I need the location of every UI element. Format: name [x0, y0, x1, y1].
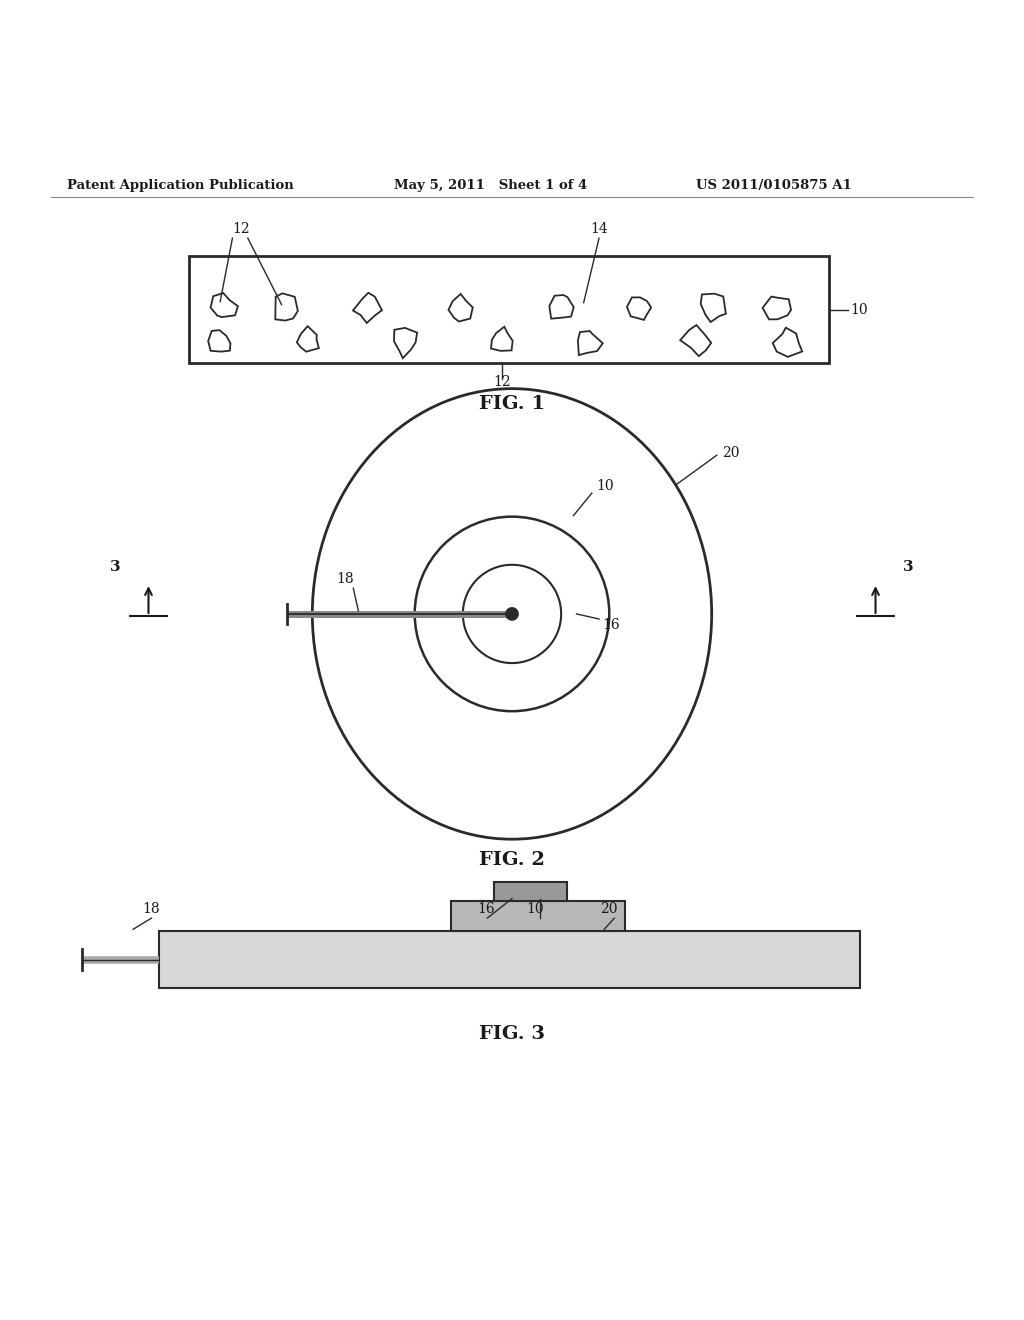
Polygon shape [449, 294, 473, 322]
Bar [494, 882, 567, 900]
Text: 12: 12 [231, 222, 250, 236]
Text: US 2011/0105875 A1: US 2011/0105875 A1 [696, 180, 852, 193]
Text: 3: 3 [903, 560, 913, 574]
Text: 20: 20 [600, 902, 618, 916]
Text: 20: 20 [722, 446, 739, 461]
Text: 10: 10 [596, 479, 613, 492]
Bar [451, 900, 625, 932]
Text: 10: 10 [526, 902, 545, 916]
Bar [189, 256, 829, 363]
Text: Patent Application Publication: Patent Application Publication [67, 180, 293, 193]
Text: 16: 16 [602, 618, 620, 632]
Text: FIG. 2: FIG. 2 [479, 851, 545, 869]
Polygon shape [353, 293, 382, 323]
Polygon shape [394, 327, 417, 358]
Polygon shape [578, 331, 603, 355]
Bar [159, 932, 860, 987]
Polygon shape [627, 297, 651, 319]
Text: 3: 3 [111, 560, 121, 574]
Polygon shape [680, 325, 712, 356]
Text: FIG. 3: FIG. 3 [479, 1024, 545, 1043]
Text: 10: 10 [850, 302, 867, 317]
Text: May 5, 2011   Sheet 1 of 4: May 5, 2011 Sheet 1 of 4 [394, 180, 588, 193]
Circle shape [506, 607, 518, 620]
Text: 16: 16 [477, 902, 496, 916]
Text: 18: 18 [142, 902, 161, 916]
Text: 12: 12 [493, 375, 511, 388]
Text: 18: 18 [336, 572, 353, 586]
Polygon shape [297, 326, 318, 351]
Polygon shape [700, 293, 726, 322]
Text: FIG. 1: FIG. 1 [479, 395, 545, 413]
Polygon shape [490, 327, 513, 351]
Polygon shape [549, 294, 573, 318]
Polygon shape [275, 293, 298, 321]
Polygon shape [211, 293, 238, 317]
Text: 14: 14 [590, 222, 608, 236]
Polygon shape [763, 297, 792, 319]
Polygon shape [773, 327, 802, 356]
Polygon shape [208, 330, 230, 351]
